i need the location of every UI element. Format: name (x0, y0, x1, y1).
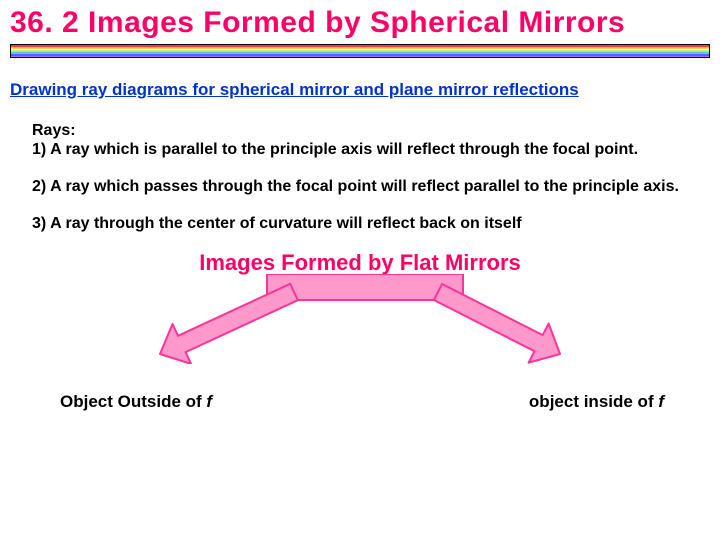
center-heading: Images Formed by Flat Mirrors (199, 250, 521, 276)
label-inside-f-var: f (658, 392, 664, 411)
ray-1: 1) A ray which is parallel to the princi… (32, 140, 688, 161)
rainbow-divider (10, 44, 710, 58)
ray-3: 3) A ray through the center of curvature… (32, 214, 688, 235)
page-title: 36. 2 Images Formed by Spherical Mirrors (0, 0, 720, 42)
label-outside-f-var: f (206, 392, 212, 411)
body-block: Rays: 1) A ray which is parallel to the … (0, 104, 720, 234)
rays-label: Rays: (32, 122, 688, 140)
label-outside-f: Object Outside of f (60, 392, 212, 412)
arrows-diagram (0, 274, 720, 364)
arrows-svg (0, 274, 720, 364)
label-outside-text: Object Outside of (60, 392, 206, 411)
subtitle: Drawing ray diagrams for spherical mirro… (0, 58, 720, 104)
labels-row: Object Outside of f object inside of f (0, 392, 720, 412)
ray-2: 2) A ray which passes through the focal … (32, 177, 688, 198)
label-inside-f: object inside of f (529, 392, 664, 412)
center-heading-wrap: Images Formed by Flat Mirrors (0, 250, 720, 276)
label-inside-text: object inside of (529, 392, 658, 411)
